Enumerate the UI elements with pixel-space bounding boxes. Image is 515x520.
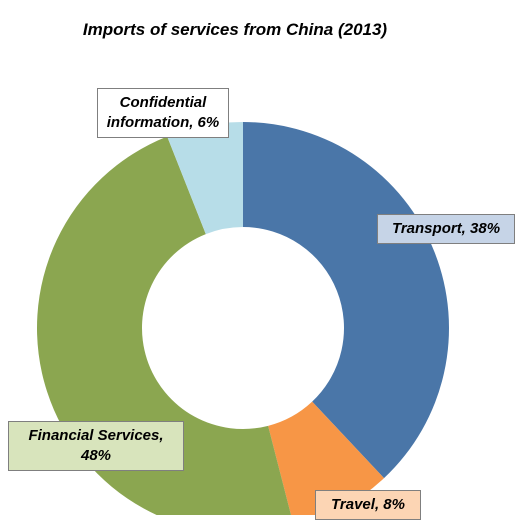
donut-slice	[167, 122, 243, 235]
donut-slice	[268, 401, 385, 515]
data-label: Confidential information, 6%	[97, 88, 229, 138]
donut-slice	[37, 136, 292, 515]
donut-slice	[243, 122, 449, 479]
data-label: Travel, 8%	[315, 490, 421, 520]
data-label: Financial Services, 48%	[8, 421, 184, 471]
chart-title: Imports of services from China (2013)	[82, 20, 388, 39]
data-label: Transport, 38%	[377, 214, 515, 244]
